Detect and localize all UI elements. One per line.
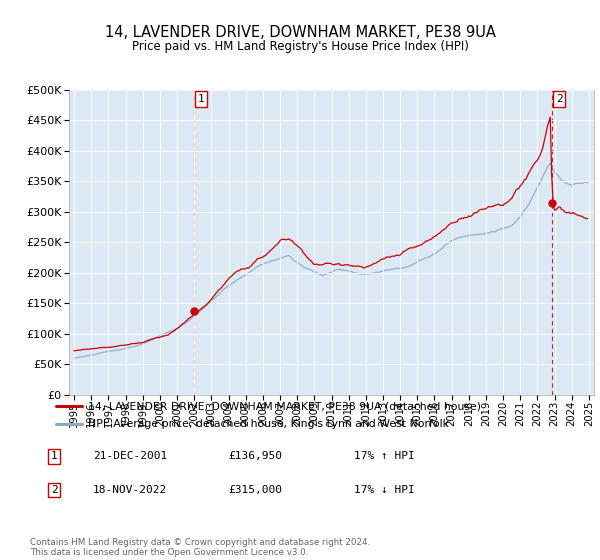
Text: 14, LAVENDER DRIVE, DOWNHAM MARKET, PE38 9UA: 14, LAVENDER DRIVE, DOWNHAM MARKET, PE38… [104,25,496,40]
Text: Price paid vs. HM Land Registry's House Price Index (HPI): Price paid vs. HM Land Registry's House … [131,40,469,53]
Text: 2: 2 [556,94,563,104]
Text: HPI: Average price, detached house, King's Lynn and West Norfolk: HPI: Average price, detached house, King… [88,419,449,430]
Text: Contains HM Land Registry data © Crown copyright and database right 2024.
This d: Contains HM Land Registry data © Crown c… [30,538,370,557]
Text: 18-NOV-2022: 18-NOV-2022 [93,485,167,495]
Text: £136,950: £136,950 [228,451,282,461]
Text: 1: 1 [197,94,205,104]
Text: 14, LAVENDER DRIVE, DOWNHAM MARKET, PE38 9UA (detached house): 14, LAVENDER DRIVE, DOWNHAM MARKET, PE38… [88,401,481,411]
Text: £315,000: £315,000 [228,485,282,495]
Text: 17% ↑ HPI: 17% ↑ HPI [354,451,415,461]
Text: 21-DEC-2001: 21-DEC-2001 [93,451,167,461]
Text: 17% ↓ HPI: 17% ↓ HPI [354,485,415,495]
Text: 2: 2 [50,485,58,495]
Text: 1: 1 [50,451,58,461]
